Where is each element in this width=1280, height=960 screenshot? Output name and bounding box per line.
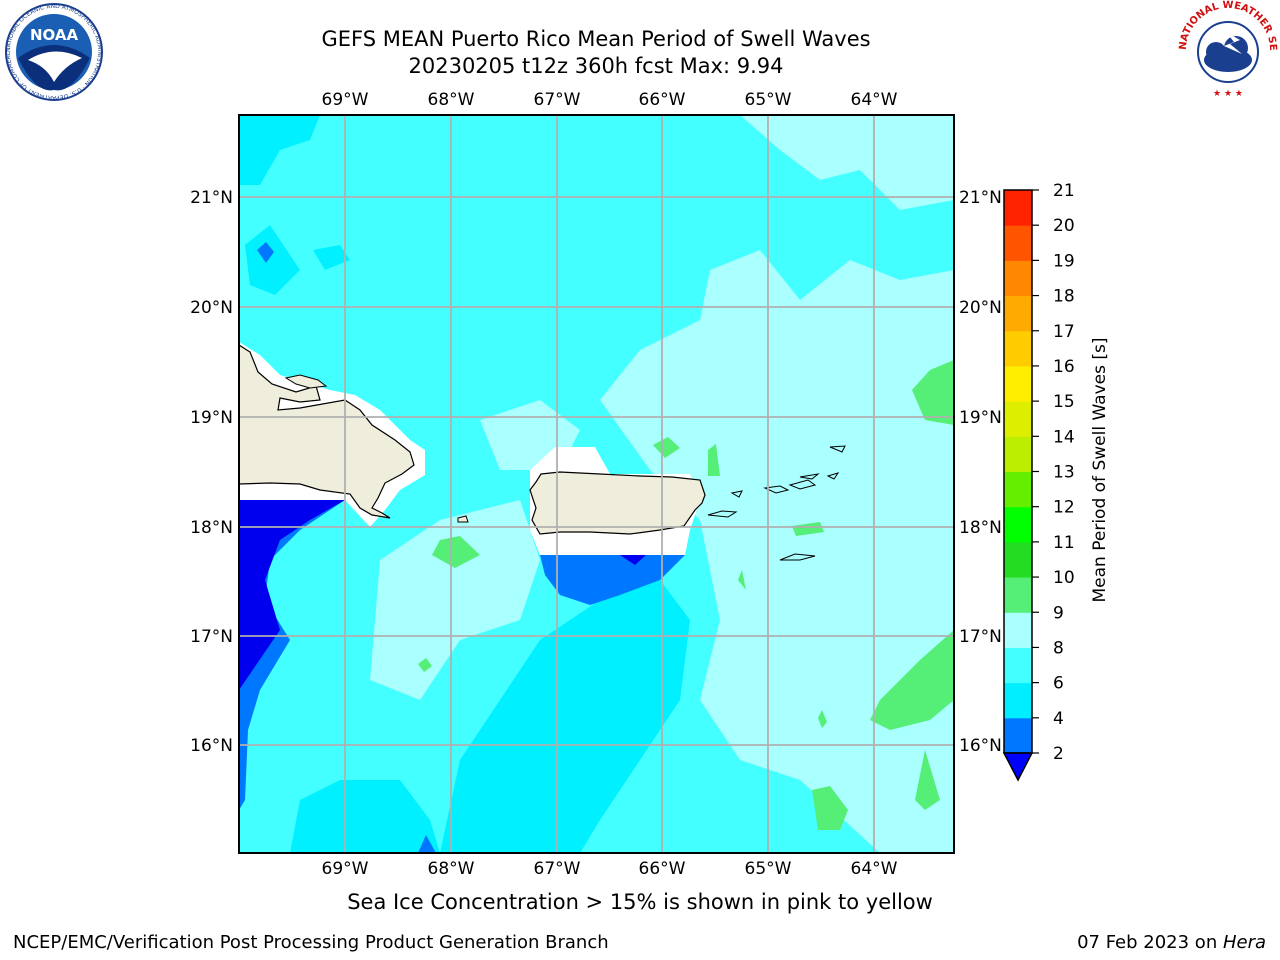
colorbar-band: [1004, 541, 1032, 578]
noaa-logo-text: NOAA: [30, 26, 79, 44]
lon-labels-top: 69°W 68°W 67°W 66°W 65°W 64°W: [322, 90, 898, 110]
colorbar-tick-label: 14: [1053, 427, 1075, 447]
map-title-line1: GEFS MEAN Puerto Rico Mean Period of Swe…: [321, 27, 871, 51]
colorbar-band: [1004, 612, 1032, 648]
colorbar-band: [1004, 225, 1032, 261]
lon-label: 65°W: [745, 859, 792, 879]
colorbar-tick-label: 19: [1053, 251, 1075, 271]
footer-date: 07 Feb 2023 on Hera: [1077, 932, 1266, 953]
lon-label: 66°W: [639, 859, 686, 879]
map-frame: [238, 114, 955, 854]
lon-label: 67°W: [534, 859, 581, 879]
lon-label: 65°W: [745, 90, 792, 110]
colorbar-band: [1004, 260, 1032, 297]
sea-ice-note: Sea Ice Concentration > 15% is shown in …: [347, 890, 933, 914]
colorbar-tick-label: 10: [1053, 568, 1075, 588]
lon-label: 68°W: [428, 859, 475, 879]
colorbar-band: [1004, 401, 1032, 437]
colorbar-band: [1004, 190, 1032, 226]
contour-field: [239, 115, 954, 853]
lat-label: 19°N: [190, 408, 233, 428]
map-title-line2: 20230205 t12z 360h fcst Max: 9.94: [408, 54, 784, 78]
colorbar-tick-label: 9: [1053, 603, 1064, 623]
colorbar-band: [1004, 330, 1032, 367]
colorbar-band: [1004, 577, 1032, 613]
colorbar-band: [1004, 717, 1032, 754]
colorbar-band: [1004, 506, 1032, 543]
graticule: [239, 115, 954, 853]
colorbar: 2 4 6 8 9 10 11 12 13 14 15 16 17 18 19 20 21: [1002, 181, 1075, 782]
footer-machine: Hera: [1222, 932, 1266, 953]
lon-label: 66°W: [639, 90, 686, 110]
noaa-logo: NATIONAL OCEANIC AND ATMOSPHERIC ADMINIS…: [2, 2, 103, 101]
colorbar-band: [1004, 436, 1032, 472]
colorbar-band: [1004, 647, 1032, 684]
colorbar-band: [1004, 471, 1032, 508]
colorbar-tick-label: 16: [1053, 357, 1075, 377]
lat-label: 19°N: [959, 408, 1002, 428]
lat-label: 16°N: [190, 736, 233, 756]
colorbar-tick-label: 17: [1053, 322, 1075, 342]
nws-logo: NATIONAL WEATHER SERVICE ★ ★ ★: [1176, 0, 1278, 99]
footer-producer: NCEP/EMC/Verification Post Processing Pr…: [13, 932, 609, 953]
lat-label: 21°N: [190, 188, 233, 208]
colorbar-tick-label: 13: [1053, 463, 1075, 483]
lat-label: 17°N: [959, 627, 1002, 647]
colorbar-tick-label: 11: [1053, 533, 1075, 553]
lat-label: 17°N: [190, 627, 233, 647]
lon-label: 68°W: [428, 90, 475, 110]
lat-label: 18°N: [190, 518, 233, 538]
lat-label: 20°N: [190, 298, 233, 318]
lat-labels-right: 21°N 20°N 19°N 18°N 17°N 16°N: [959, 188, 1002, 756]
svg-text:★ ★ ★: ★ ★ ★: [1213, 89, 1243, 99]
colorbar-label: Mean Period of Swell Waves [s]: [1090, 338, 1110, 603]
colorbar-tick-label: 12: [1053, 498, 1075, 518]
colorbar-tick-label: 20: [1053, 216, 1075, 236]
colorbar-tick-label: 8: [1053, 638, 1064, 658]
lat-label: 21°N: [959, 188, 1002, 208]
colorbar-tick-label: 15: [1053, 392, 1075, 412]
colorbar-band: [1004, 295, 1032, 332]
colorbar-band: [1004, 365, 1032, 402]
colorbar-tick-label: 6: [1053, 674, 1064, 694]
colorbar-tick-label: 18: [1053, 287, 1075, 307]
lat-labels-left: 21°N 20°N 19°N 18°N 17°N 16°N: [190, 188, 233, 756]
footer-date-text: 07 Feb 2023 on: [1077, 932, 1223, 953]
colorbar-extend-triangle: [1002, 752, 1034, 782]
lon-label: 64°W: [851, 90, 898, 110]
lon-label: 67°W: [534, 90, 581, 110]
lon-label: 64°W: [851, 859, 898, 879]
colorbar-tick-label: 4: [1053, 709, 1064, 729]
colorbar-tick-label: 21: [1053, 181, 1075, 201]
lon-label: 69°W: [322, 859, 369, 879]
lon-labels-bottom: 69°W 68°W 67°W 66°W 65°W 64°W: [322, 859, 898, 879]
lat-label: 16°N: [959, 736, 1002, 756]
lon-label: 69°W: [322, 90, 369, 110]
lat-label: 18°N: [959, 518, 1002, 538]
colorbar-tick-label: 2: [1053, 744, 1064, 764]
colorbar-band: [1004, 682, 1032, 719]
lat-label: 20°N: [959, 298, 1002, 318]
